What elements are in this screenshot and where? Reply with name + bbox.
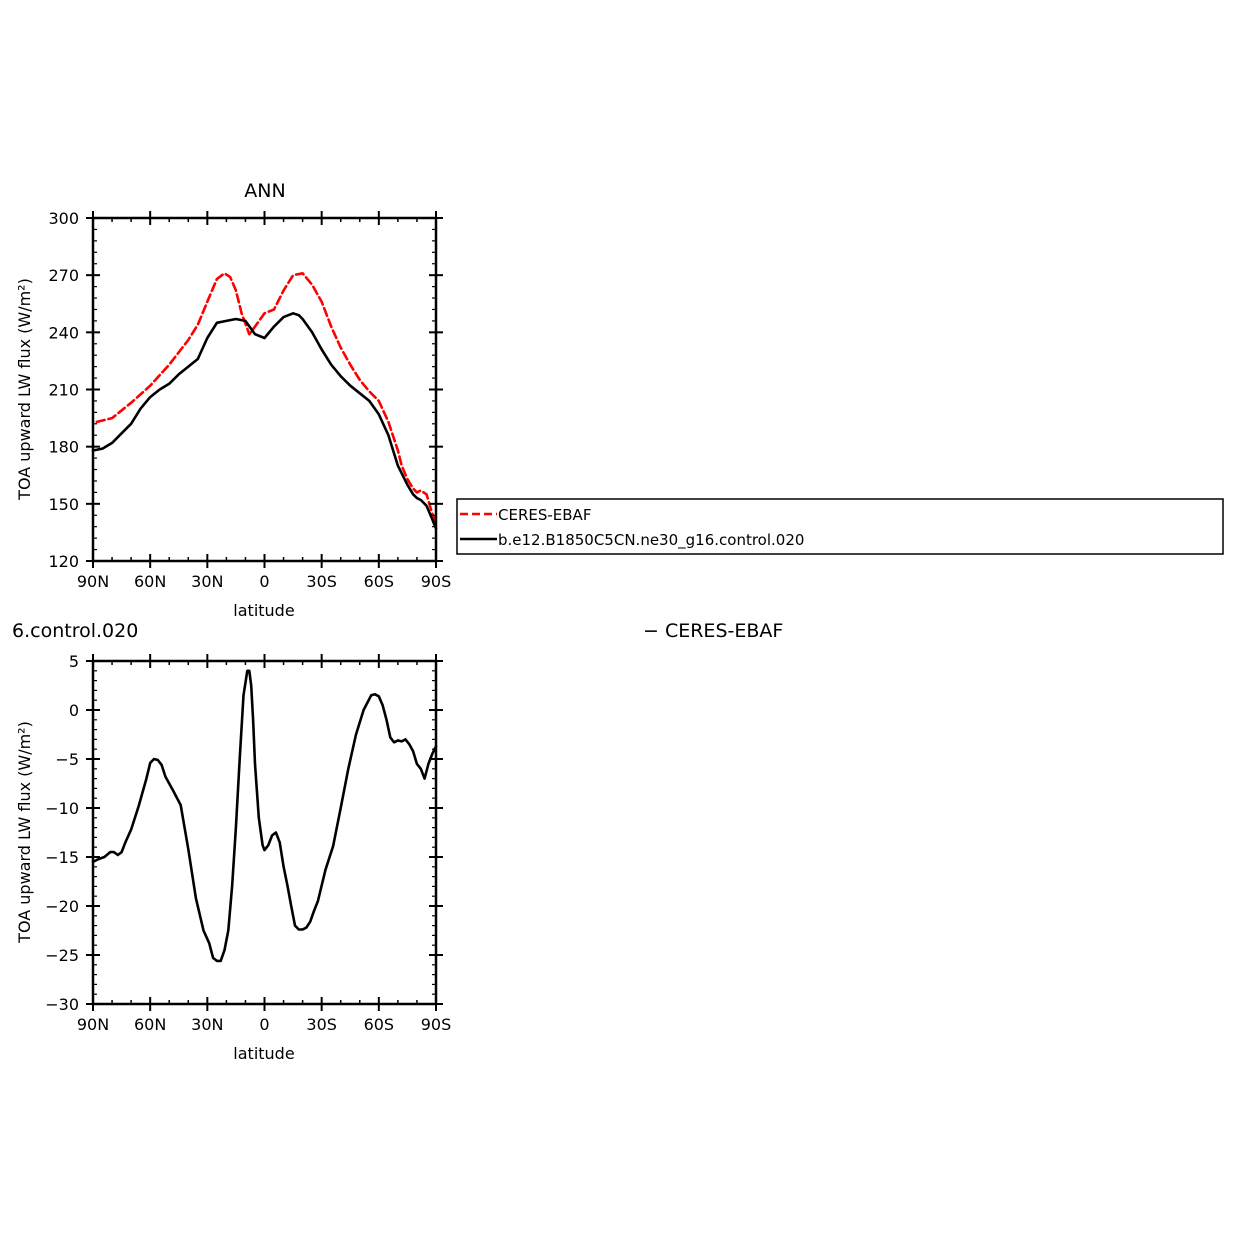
bot-y-tick-label: −5	[55, 750, 79, 769]
top-y-tick-label: 180	[48, 438, 79, 457]
top-x-axis-label: latitude	[233, 601, 294, 620]
bottom-y-axis-label: TOA upward LW flux (W/m²)	[15, 721, 34, 944]
top-y-tick-label: 150	[48, 495, 79, 514]
bot-x-tick-label: 90S	[421, 1015, 452, 1034]
bot-x-tick-label: 0	[259, 1015, 269, 1034]
bot-series-line-0	[91, 669, 438, 963]
bot-x-tick-label: 60N	[134, 1015, 166, 1034]
top-series-line-0	[95, 271, 438, 525]
bot-x-tick-label: 30N	[191, 1015, 223, 1034]
top-x-tick-label: 90N	[77, 572, 109, 591]
legend: CERES-EBAF b.e12.B1850C5CN.ne30_g16.cont…	[456, 498, 1224, 555]
bottom-x-axis-label: latitude	[233, 1044, 294, 1063]
bot-y-tick-label: −25	[45, 946, 79, 965]
bot-y-tick-label: −20	[45, 897, 79, 916]
bottom-panel: 90N 60N 30N 0 30S 60S 90S 5 0 −5 −10 −15 −20 −25 −30 T…	[15, 652, 451, 1063]
top-x-tick-label: 30N	[191, 572, 223, 591]
top-panel: ANN 90N 60N 30N 0 30S 60S 90S 120 150 180 210 240 27…	[15, 180, 451, 620]
top-x-tick-label: 90S	[421, 572, 452, 591]
bot-y-tick-label: 5	[69, 652, 79, 671]
top-y-tick-label: 210	[48, 381, 79, 400]
top-y-tick-label: 270	[48, 266, 79, 285]
bot-y-tick-label: 0	[69, 701, 79, 720]
top-x-tick-label: 60N	[134, 572, 166, 591]
top-x-tick-label: 30S	[306, 572, 337, 591]
bot-x-tick-label: 60S	[364, 1015, 395, 1034]
legend-label-ceres-ebaf: CERES-EBAF	[498, 506, 591, 524]
top-y-tick-label: 120	[48, 552, 79, 571]
legend-label-model: b.e12.B1850C5CN.ne30_g16.control.020	[498, 531, 804, 550]
top-x-tick-label: 60S	[364, 572, 395, 591]
top-series-line-1	[91, 311, 438, 530]
top-chart-title: ANN	[244, 180, 285, 202]
bottom-title-right: − CERES-EBAF	[643, 620, 783, 642]
bot-y-tick-label: −10	[45, 799, 79, 818]
bot-x-tick-label: 90N	[77, 1015, 109, 1034]
top-y-tick-label: 300	[48, 209, 79, 228]
bot-y-tick-label: −15	[45, 848, 79, 867]
bot-y-tick-label: −30	[45, 995, 79, 1014]
legend-box	[456, 498, 1224, 555]
top-y-axis-label: TOA upward LW flux (W/m²)	[15, 278, 34, 501]
top-x-tick-label: 0	[259, 572, 269, 591]
bottom-title-left: 6.control.020	[12, 620, 138, 642]
top-plot-frame	[91, 216, 438, 563]
top-y-tick-label: 240	[48, 323, 79, 342]
bot-x-tick-label: 30S	[306, 1015, 337, 1034]
